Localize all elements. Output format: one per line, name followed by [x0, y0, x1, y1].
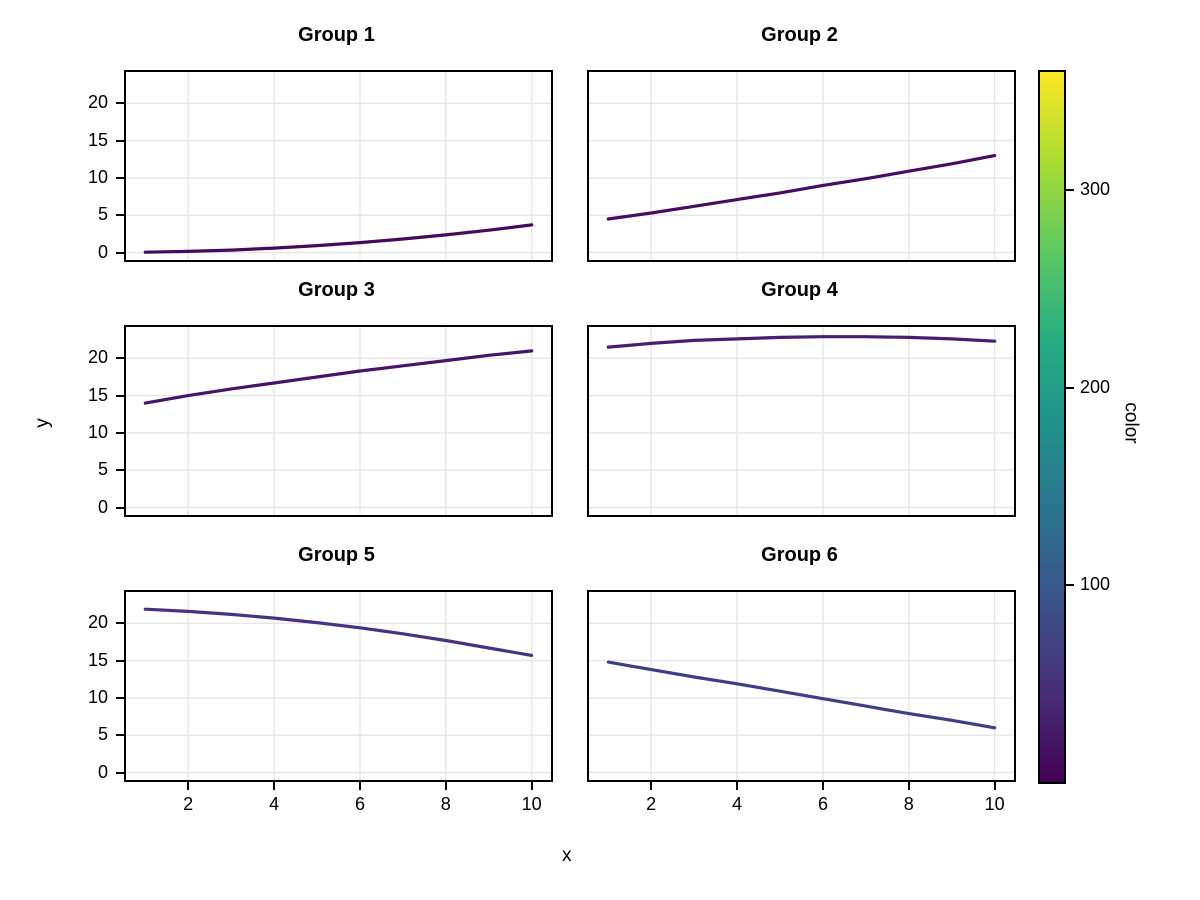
colorbar-tick-label: 200	[1080, 376, 1111, 397]
plot-area-group-5	[126, 592, 551, 780]
y-tick-mark	[116, 357, 124, 360]
y-tick-label: 15	[87, 129, 108, 150]
y-tick-mark	[116, 469, 124, 472]
x-tick-mark	[822, 782, 824, 790]
facet-panel-group-2	[587, 70, 1016, 262]
x-tick-label: 2	[646, 794, 657, 814]
x-tick-mark	[530, 782, 533, 790]
y-tick-mark	[116, 102, 124, 105]
y-tick-mark	[116, 251, 124, 254]
x-tick-label: 8	[440, 794, 451, 814]
x-tick-label: 6	[817, 794, 828, 814]
x-tick-label: 6	[354, 794, 365, 814]
facet-panel-group-3	[124, 325, 553, 517]
colorbar	[1038, 70, 1066, 784]
colorbar-tick-label: 100	[1080, 573, 1111, 594]
colorbar-tick-label: 300	[1080, 179, 1111, 200]
y-tick-label: 10	[87, 686, 108, 707]
y-tick-label: 20	[87, 612, 108, 633]
facet-title-group-4: Group 4	[761, 279, 838, 301]
x-tick-label: 2	[183, 794, 194, 814]
plot-area-group-6	[589, 592, 1014, 780]
y-tick-label: 5	[97, 204, 108, 225]
plot-area-group-3	[126, 327, 551, 515]
colorbar-tick-mark	[1066, 189, 1074, 192]
plot-area-group-4	[589, 327, 1014, 515]
x-tick-label: 4	[732, 794, 743, 814]
y-tick-mark	[116, 696, 124, 699]
x-tick-mark	[993, 782, 996, 790]
y-tick-mark	[116, 214, 124, 217]
x-tick-mark	[359, 782, 361, 790]
facet-title-group-5: Group 5	[298, 544, 375, 566]
y-tick-label: 15	[87, 384, 108, 405]
x-tick-mark	[187, 782, 190, 790]
y-tick-mark	[116, 394, 124, 397]
x-tick-mark	[650, 782, 653, 790]
y-tick-label: 20	[87, 92, 108, 113]
facet-title-group-2: Group 2	[761, 24, 838, 46]
x-tick-label: 10	[521, 794, 542, 814]
x-tick-label: 4	[269, 794, 280, 814]
plot-area-group-1	[126, 72, 551, 260]
data-line	[606, 660, 997, 730]
y-tick-mark	[116, 139, 124, 142]
y-tick-label: 20	[87, 347, 108, 368]
y-axis-label: y	[31, 418, 53, 428]
x-tick-mark	[736, 782, 739, 790]
colorbar-tick-mark	[1066, 386, 1074, 389]
data-line	[143, 349, 534, 405]
y-tick-mark	[116, 734, 124, 737]
y-tick-mark	[116, 431, 124, 434]
y-tick-label: 0	[97, 496, 108, 517]
y-tick-label: 10	[87, 421, 108, 442]
y-tick-mark	[116, 771, 124, 774]
plot-area-group-2	[589, 72, 1014, 260]
y-tick-label: 10	[87, 166, 108, 187]
y-tick-mark	[116, 622, 124, 625]
x-tick-label: 10	[984, 794, 1005, 814]
x-tick-label: 8	[903, 794, 914, 814]
y-tick-label: 0	[97, 761, 108, 782]
x-tick-mark	[444, 782, 447, 790]
y-tick-mark	[116, 659, 124, 662]
y-tick-label: 0	[97, 241, 108, 262]
facet-panel-group-5	[124, 590, 553, 782]
facet-title-group-3: Group 3	[298, 279, 375, 301]
data-line	[143, 607, 534, 658]
facet-panel-group-6	[587, 590, 1016, 782]
y-tick-label: 5	[97, 459, 108, 480]
facet-title-group-1: Group 1	[298, 24, 375, 46]
x-tick-mark	[273, 782, 276, 790]
colorbar-tick-mark	[1066, 583, 1074, 586]
y-tick-mark	[116, 506, 124, 509]
facet-panel-group-4	[587, 325, 1016, 517]
y-tick-mark	[116, 176, 124, 179]
data-line	[606, 335, 997, 349]
data-line	[143, 223, 534, 254]
y-tick-label: 5	[97, 724, 108, 745]
facet-panel-group-1	[124, 70, 553, 262]
x-axis-label: x	[562, 845, 572, 866]
data-line	[606, 153, 997, 221]
x-tick-mark	[907, 782, 910, 790]
y-tick-label: 15	[87, 649, 108, 670]
facet-title-group-6: Group 6	[761, 544, 838, 566]
colorbar-label: color	[1120, 402, 1142, 444]
